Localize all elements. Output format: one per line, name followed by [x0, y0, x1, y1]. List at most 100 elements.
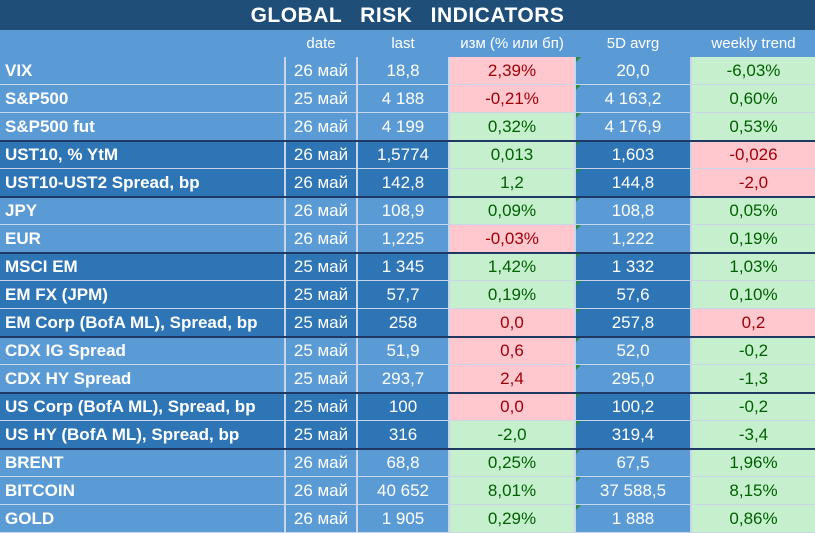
- cell-last: 4 188: [358, 85, 448, 112]
- table-row: S&P500 25 май 4 188 -0,21% 4 163,2 0,60%: [0, 85, 815, 112]
- table-row: US HY (BofA ML), Spread, bp 25 май 316 -2,0…: [0, 421, 815, 448]
- cell-date: 26 май: [286, 169, 356, 196]
- cell-last: 1 905: [358, 505, 448, 532]
- cell-change: 0,013: [450, 141, 574, 168]
- cell-indicator-icon: [576, 113, 581, 118]
- cell-change: 2,4: [450, 365, 574, 392]
- cell-change: 0,32%: [450, 113, 574, 140]
- cell-date: 25 май: [286, 393, 356, 420]
- cell-trend: 0,05%: [692, 197, 815, 224]
- table-row: CDX HY Spread 25 май 293,7 2,4 295,0 -1,3: [0, 365, 815, 392]
- cell-avg: 57,6: [576, 281, 690, 308]
- cell-avg: 4 176,9: [576, 113, 690, 140]
- cell-name: JPY: [0, 197, 284, 224]
- cell-change: 0,09%: [450, 197, 574, 224]
- cell-indicator-icon: [576, 169, 581, 174]
- cell-indicator-icon: [576, 365, 581, 370]
- cell-name: BRENT: [0, 449, 284, 476]
- cell-trend: -3,4: [692, 421, 815, 448]
- group-divider: [0, 392, 815, 394]
- cell-date: 26 май: [286, 141, 356, 168]
- cell-avg: 67,5: [576, 449, 690, 476]
- cell-name: UST10-UST2 Spread, bp: [0, 169, 284, 196]
- cell-change: 0,0: [450, 309, 574, 336]
- cell-name: S&P500: [0, 85, 284, 112]
- cell-date: 25 май: [286, 281, 356, 308]
- cell-last: 100: [358, 393, 448, 420]
- cell-name: S&P500 fut: [0, 113, 284, 140]
- table-row: MSCI EM 25 май 1 345 1,42% 1 332 1,03%: [0, 253, 815, 280]
- cell-avg: 37 588,5: [576, 477, 690, 504]
- cell-indicator-icon: [576, 253, 581, 258]
- table-row: BITCOIN 26 май 40 652 8,01% 37 588,5 8,15%: [0, 477, 815, 504]
- cell-avg: 100,2: [576, 393, 690, 420]
- cell-date: 25 май: [286, 253, 356, 280]
- cell-avg: 4 163,2: [576, 85, 690, 112]
- cell-indicator-icon: [576, 57, 581, 62]
- cell-indicator-icon: [576, 225, 581, 230]
- header-avg: 5D avrg: [606, 35, 660, 52]
- cell-change: 8,01%: [450, 477, 574, 504]
- cell-change: 0,29%: [450, 505, 574, 532]
- cell-date: 25 май: [286, 365, 356, 392]
- cell-trend: 0,86%: [692, 505, 815, 532]
- cell-change: 1,42%: [450, 253, 574, 280]
- cell-date: 26 май: [286, 197, 356, 224]
- group-divider: [0, 252, 815, 254]
- cell-last: 57,7: [358, 281, 448, 308]
- table-row: CDX IG Spread 25 май 51,9 0,6 52,0 -0,2: [0, 337, 815, 364]
- cell-date: 26 май: [286, 505, 356, 532]
- cell-date: 26 май: [286, 57, 356, 84]
- table-row: S&P500 fut 26 май 4 199 0,32% 4 176,9 0,53%: [0, 113, 815, 140]
- cell-avg: 1 888: [576, 505, 690, 532]
- cell-date: 25 май: [286, 309, 356, 336]
- cell-date: 25 май: [286, 421, 356, 448]
- cell-name: BITCOIN: [0, 477, 284, 504]
- table-row: UST10-UST2 Spread, bp 26 май 142,8 1,2 144,8…: [0, 169, 815, 196]
- cell-name: US Corp (BofA ML), Spread, bp: [0, 393, 284, 420]
- header-last: last: [391, 35, 415, 52]
- cell-avg: 295,0: [576, 365, 690, 392]
- table-row: EM FX (JPM) 25 май 57,7 0,19% 57,6 0,10%: [0, 281, 815, 308]
- cell-avg: 20,0: [576, 57, 690, 84]
- group-divider: [0, 336, 815, 338]
- table-row: VIX 26 май 18,8 2,39% 20,0 -6,03%: [0, 57, 815, 84]
- cell-last: 1,5774: [358, 141, 448, 168]
- table-row: EUR 26 май 1,225 -0,03% 1,222 0,19%: [0, 225, 815, 252]
- cell-last: 1,225: [358, 225, 448, 252]
- cell-avg: 144,8: [576, 169, 690, 196]
- cell-change: 0,0: [450, 393, 574, 420]
- cell-trend: -0,2: [692, 393, 815, 420]
- cell-last: 258: [358, 309, 448, 336]
- cell-indicator-icon: [576, 197, 581, 202]
- table-row: UST10, % YtM 26 май 1,5774 0,013 1,603 -0,026: [0, 141, 815, 168]
- header-trend: weekly trend: [711, 35, 796, 52]
- cell-change: 2,39%: [450, 57, 574, 84]
- cell-name: UST10, % YtM: [0, 141, 284, 168]
- cell-name: EM FX (JPM): [0, 281, 284, 308]
- cell-avg: 1 332: [576, 253, 690, 280]
- cell-last: 18,8: [358, 57, 448, 84]
- cell-change: 0,19%: [450, 281, 574, 308]
- cell-indicator-icon: [576, 477, 581, 482]
- cell-trend: 1,96%: [692, 449, 815, 476]
- cell-date: 26 май: [286, 225, 356, 252]
- cell-last: 68,8: [358, 449, 448, 476]
- cell-avg: 1,222: [576, 225, 690, 252]
- cell-name: CDX HY Spread: [0, 365, 284, 392]
- header-date: date: [306, 35, 336, 52]
- cell-trend: 0,19%: [692, 225, 815, 252]
- cell-name: VIX: [0, 57, 284, 84]
- cell-name: GOLD: [0, 505, 284, 532]
- table-title: GLOBAL RISK INDICATORS: [0, 0, 815, 30]
- cell-last: 293,7: [358, 365, 448, 392]
- table-row: JPY 26 май 108,9 0,09% 108,8 0,05%: [0, 197, 815, 224]
- header-change: изм (% или бп): [460, 35, 564, 52]
- cell-trend: -1,3: [692, 365, 815, 392]
- cell-change: 0,6: [450, 337, 574, 364]
- cell-last: 40 652: [358, 477, 448, 504]
- cell-last: 108,9: [358, 197, 448, 224]
- header-row: date last изм (% или бп) 5D avrg weekly …: [0, 30, 815, 57]
- cell-date: 26 май: [286, 477, 356, 504]
